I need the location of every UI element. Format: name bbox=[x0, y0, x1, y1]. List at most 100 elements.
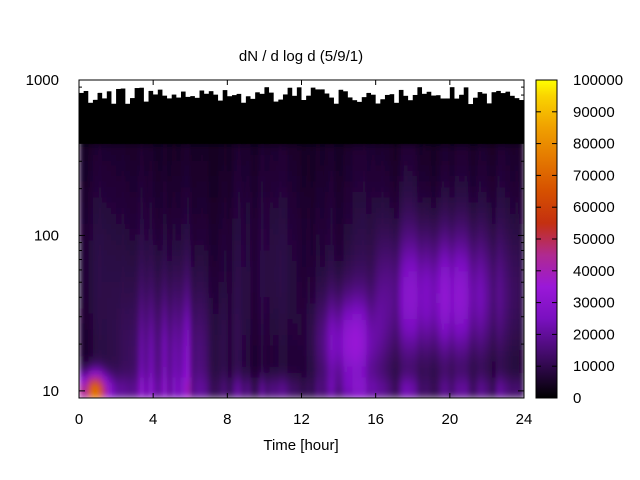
heatmap-cell bbox=[185, 355, 191, 362]
heatmap-cell bbox=[282, 387, 289, 394]
heatmap-cell bbox=[190, 307, 196, 314]
heatmap-cell bbox=[361, 286, 367, 293]
heatmap-cell bbox=[398, 281, 405, 288]
heatmap-cell bbox=[389, 148, 395, 155]
heatmap-cell bbox=[236, 292, 242, 298]
heatmap-cell bbox=[357, 329, 363, 335]
heatmap-cell bbox=[352, 360, 358, 367]
heatmap-cell bbox=[213, 196, 219, 203]
heatmap-cell bbox=[371, 366, 377, 373]
heatmap-cell bbox=[357, 376, 363, 383]
heatmap-cell bbox=[278, 217, 284, 224]
heatmap-cell bbox=[116, 371, 122, 378]
heatmap-cell bbox=[380, 239, 386, 245]
heatmap-cell bbox=[273, 196, 279, 203]
heatmap-cell bbox=[264, 329, 270, 335]
heatmap-cell bbox=[306, 281, 312, 288]
heatmap-cell bbox=[380, 159, 386, 166]
heatmap-cell bbox=[250, 175, 256, 182]
heatmap-cell bbox=[371, 313, 377, 320]
heatmap-cell bbox=[208, 265, 215, 272]
heatmap-cell bbox=[176, 223, 182, 229]
heatmap-cell bbox=[343, 339, 349, 346]
heatmap-cell bbox=[116, 382, 122, 388]
heatmap-cell bbox=[259, 366, 266, 373]
heatmap-cell bbox=[449, 339, 456, 346]
heatmap-cell bbox=[139, 302, 145, 309]
heatmap-cell bbox=[306, 366, 312, 373]
heatmap-cell bbox=[422, 302, 428, 309]
heatmap-cell bbox=[440, 212, 446, 219]
heatmap-cell bbox=[236, 339, 242, 346]
heatmap-cell bbox=[296, 265, 303, 272]
heatmap-cell bbox=[435, 276, 442, 282]
heatmap-cell bbox=[384, 260, 391, 267]
heatmap-cell bbox=[139, 350, 145, 357]
heatmap-cell bbox=[79, 143, 85, 150]
heatmap-cell bbox=[97, 148, 103, 155]
heatmap-cell bbox=[449, 286, 456, 293]
heatmap-cell bbox=[320, 323, 326, 330]
heatmap-cell bbox=[194, 186, 201, 192]
heatmap-cell bbox=[435, 223, 442, 229]
heatmap-cell bbox=[222, 244, 228, 251]
heatmap-cell bbox=[310, 244, 317, 251]
heatmap-cell bbox=[431, 318, 437, 325]
heatmap-cell bbox=[83, 217, 89, 224]
heatmap-cell bbox=[366, 265, 372, 272]
heatmap-cell bbox=[153, 345, 159, 351]
heatmap-cell bbox=[218, 164, 224, 171]
heatmap-cell bbox=[139, 265, 145, 272]
heatmap-cell bbox=[190, 371, 196, 378]
heatmap-cell bbox=[167, 376, 173, 383]
heatmap-cell bbox=[403, 371, 409, 378]
heatmap-cell bbox=[167, 392, 173, 398]
heatmap-cell bbox=[384, 148, 391, 155]
heatmap-cell bbox=[435, 366, 442, 373]
heatmap-cell bbox=[204, 292, 210, 298]
heatmap-cell bbox=[259, 191, 266, 198]
heatmap-cell bbox=[255, 201, 261, 208]
heatmap-cell bbox=[148, 196, 154, 203]
heatmap-cell bbox=[180, 334, 187, 341]
heatmap-cell bbox=[106, 371, 113, 378]
heatmap-cell bbox=[338, 297, 344, 304]
heatmap-cell bbox=[403, 323, 409, 330]
heatmap-cell bbox=[412, 228, 418, 235]
heatmap-cell bbox=[375, 228, 381, 235]
heatmap-cell bbox=[106, 387, 113, 394]
heatmap-cell bbox=[338, 249, 344, 256]
heatmap-cell bbox=[264, 339, 270, 346]
heatmap-cell bbox=[357, 292, 363, 298]
heatmap-cell bbox=[143, 334, 150, 341]
heatmap-cell bbox=[371, 175, 377, 182]
heatmap-cell bbox=[88, 244, 94, 251]
heatmap-cell bbox=[143, 217, 150, 224]
heatmap-cell bbox=[435, 360, 442, 367]
heatmap-cell bbox=[445, 239, 451, 245]
heatmap-cell bbox=[218, 217, 224, 224]
heatmap-cell bbox=[296, 334, 303, 341]
heatmap-cell bbox=[398, 260, 405, 267]
heatmap-cell bbox=[162, 360, 168, 367]
heatmap-cell bbox=[398, 329, 405, 335]
heatmap-cell bbox=[204, 186, 210, 192]
heatmap-cell bbox=[102, 164, 108, 171]
heatmap-cell bbox=[190, 302, 196, 309]
heatmap-cell bbox=[171, 260, 177, 267]
heatmap-cell bbox=[106, 350, 113, 357]
heatmap-cell bbox=[324, 207, 330, 214]
heatmap-cell bbox=[171, 159, 177, 166]
heatmap-cell bbox=[264, 307, 270, 314]
heatmap-cell bbox=[343, 318, 349, 325]
heatmap-cell bbox=[278, 366, 284, 373]
heatmap-cell bbox=[287, 345, 293, 351]
heatmap-cell bbox=[338, 260, 344, 267]
heatmap-cell bbox=[171, 228, 177, 235]
heatmap-cell bbox=[236, 376, 242, 383]
heatmap-cell bbox=[338, 148, 344, 155]
heatmap-cell bbox=[408, 286, 414, 293]
heatmap-cell bbox=[292, 154, 298, 161]
heatmap-cell bbox=[454, 180, 460, 187]
heatmap-cell bbox=[454, 286, 460, 293]
